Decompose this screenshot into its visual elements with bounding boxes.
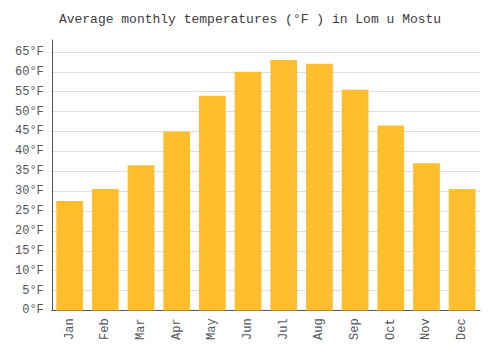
svg-text:Aug: Aug [312,318,326,340]
svg-text:0°F: 0°F [22,303,44,317]
svg-text:60°F: 60°F [15,65,44,79]
svg-text:35°F: 35°F [15,164,44,178]
svg-text:55°F: 55°F [15,85,44,99]
svg-text:Average monthly temperatures (: Average monthly temperatures (°F ) in Lo… [59,12,441,27]
svg-text:Jul: Jul [277,318,291,340]
svg-text:Dec: Dec [455,318,469,340]
svg-text:May: May [205,318,219,340]
svg-text:25°F: 25°F [15,204,44,218]
svg-text:10°F: 10°F [15,264,44,278]
svg-text:Feb: Feb [98,318,112,340]
svg-text:50°F: 50°F [15,105,44,119]
svg-text:15°F: 15°F [15,244,44,258]
svg-text:5°F: 5°F [22,284,44,298]
svg-text:20°F: 20°F [15,224,44,238]
svg-text:45°F: 45°F [15,124,44,138]
svg-text:40°F: 40°F [15,144,44,158]
svg-text:Oct: Oct [384,318,398,340]
svg-text:Apr: Apr [170,318,184,340]
svg-text:Jun: Jun [241,318,255,340]
svg-text:Sep: Sep [348,318,362,340]
svg-text:65°F: 65°F [15,45,44,59]
svg-text:30°F: 30°F [15,184,44,198]
svg-text:Nov: Nov [419,318,433,340]
svg-text:Jan: Jan [63,318,77,340]
svg-text:Mar: Mar [134,318,148,340]
